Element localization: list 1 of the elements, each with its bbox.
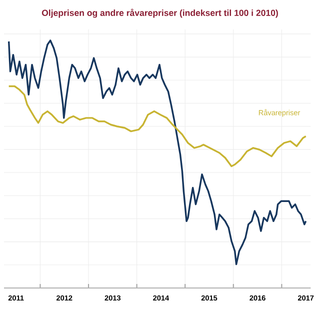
chart-title: Oljeprisen og andre råvarepriser (indeksert til 100 i 2010) bbox=[42, 8, 278, 18]
